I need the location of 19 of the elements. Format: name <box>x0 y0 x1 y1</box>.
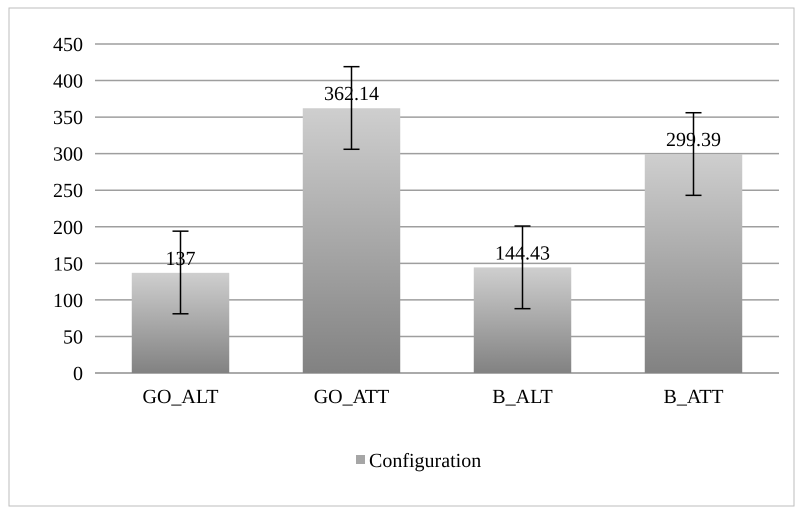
bar <box>644 154 742 373</box>
y-tick-label: 350 <box>53 107 83 130</box>
bar <box>474 267 572 373</box>
y-tick-label: 200 <box>53 216 83 239</box>
bar <box>132 272 230 373</box>
x-tick-label: B_ATT <box>664 386 724 408</box>
legend-label: Configuration <box>369 450 482 472</box>
y-tick-label: 400 <box>53 70 83 93</box>
y-tick-label: 50 <box>63 326 83 348</box>
y-tick-label: 300 <box>53 144 83 166</box>
y-tick-label: 150 <box>53 253 83 276</box>
y-tick-label: 250 <box>53 180 83 202</box>
y-tick-label: 100 <box>53 290 83 312</box>
y-tick-label: 450 <box>53 34 83 56</box>
x-tick-label: B_ALT <box>492 386 553 408</box>
x-tick-label: GO_ALT <box>142 386 218 408</box>
y-tick-label: 0 <box>73 363 83 385</box>
x-tick-label: GO_ATT <box>314 386 390 408</box>
bar <box>302 108 400 373</box>
